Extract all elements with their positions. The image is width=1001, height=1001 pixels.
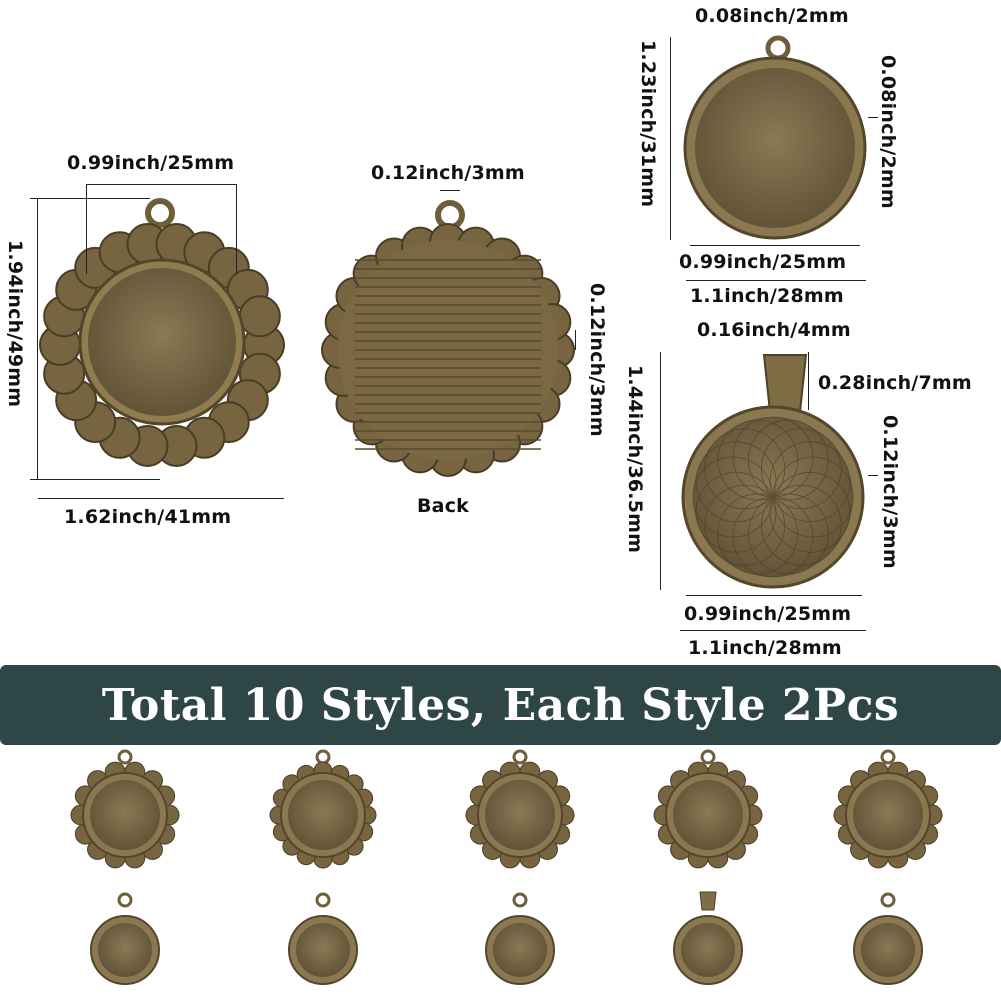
dim-line xyxy=(86,184,237,185)
style-scalloped-filigree-pendant xyxy=(653,749,763,869)
dim-line xyxy=(868,475,878,476)
banner: Total 10 Styles, Each Style 2Pcs xyxy=(0,665,1001,745)
style-round-rope-pendant xyxy=(485,892,555,985)
style-bail-round-pendant xyxy=(673,891,743,985)
style-round-beaded-pendant xyxy=(288,892,358,985)
dim-line xyxy=(236,184,237,274)
dim-line xyxy=(686,595,862,596)
round-pendant-bail xyxy=(681,354,865,589)
dim-line xyxy=(680,630,866,631)
dim-line xyxy=(670,37,671,240)
dim-line xyxy=(38,498,284,499)
dim-line xyxy=(440,190,460,191)
style-sun-pendant xyxy=(269,749,377,869)
dimension-label: 0.12inch/3mm xyxy=(586,283,608,437)
dimension-label: 0.08inch/2mm xyxy=(695,5,849,27)
dimension-label: 1.23inch/31mm xyxy=(637,40,659,208)
dimension-label: 0.99inch/25mm xyxy=(67,152,235,174)
dimension-label: 1.94inch/49mm xyxy=(4,240,26,408)
style-lace-pendant xyxy=(465,749,575,869)
dimension-label: 1.1inch/28mm xyxy=(690,285,844,307)
dimension-label: 0.28inch/7mm xyxy=(818,372,972,394)
dimension-label: 0.99inch/25mm xyxy=(679,251,847,273)
dimension-label: 0.99inch/25mm xyxy=(684,603,852,625)
style-flower-pendant xyxy=(70,749,180,869)
dimension-label: 1.62inch/41mm xyxy=(64,506,232,528)
flower-pendant xyxy=(39,198,285,467)
round-pendant-loop xyxy=(683,35,867,240)
dimension-label: 0.16inch/4mm xyxy=(697,319,851,341)
style-scalloped-pendant xyxy=(833,749,943,869)
dimension-label: 1.44inch/36.5mm xyxy=(624,365,646,554)
dim-line xyxy=(30,479,160,480)
banner-text: Total 10 Styles, Each Style 2Pcs xyxy=(101,679,900,731)
dimension-label: 0.12inch/3mm xyxy=(371,162,525,184)
dim-line xyxy=(686,280,866,281)
dim-line xyxy=(690,245,860,246)
style-round-plain-pendant xyxy=(853,892,923,985)
dim-line xyxy=(808,352,809,410)
back-label: Back xyxy=(417,495,470,517)
dim-line xyxy=(37,198,38,480)
dimension-label: 0.08inch/2mm xyxy=(877,55,899,209)
dimension-label: 0.12inch/3mm xyxy=(879,415,901,569)
style-round-textured-pendant xyxy=(90,892,160,985)
dimension-label: 1.1inch/28mm xyxy=(688,637,842,659)
dim-line xyxy=(575,330,576,350)
dim-line xyxy=(868,117,878,118)
back-view-pendant xyxy=(321,200,575,477)
dim-line xyxy=(660,352,661,590)
dim-line xyxy=(86,184,87,274)
dim-line xyxy=(30,198,150,199)
